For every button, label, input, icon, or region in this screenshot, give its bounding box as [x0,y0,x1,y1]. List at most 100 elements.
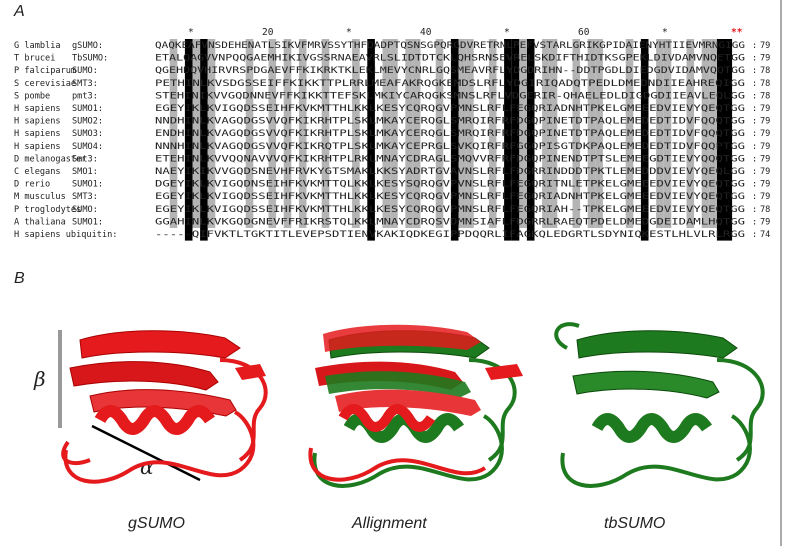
sequence: EGEYIKLKVIGQDSSEIHFKVKMTTHLKKLKESYCQRQGV… [155,104,745,114]
protein-name: SUMO1: [72,104,103,114]
sequence: PETHINLKVSDGSSEIFFKIKKTTPLRRLMEAFAKRQGKE… [155,79,745,89]
gsumo-helix [94,405,215,435]
organism-name: M musculus [14,192,66,202]
conserved-col-grey [207,39,216,228]
conserved-col-grey [701,39,710,228]
protein-name: SUMO4: [72,142,103,152]
colon: : [752,205,757,215]
conserved-col-grey [709,39,717,228]
sequence: NAEYIKIKVVGQDSNEVHFRVKYGTSMAKLKKSYADRTGV… [155,167,745,177]
tbsumo-helix [591,413,712,443]
alignment-row: S pombe pmt3: STEHINIKVVGQDNNEVFFKIKKTTEFS… [14,91,770,101]
colon: : [752,217,757,227]
colon: : [752,142,757,152]
protein-name: SMO1: [72,167,98,177]
colon: : [752,192,757,202]
alignment-row: T brucei TbSUMO: ETALQAGVVNPQQGAEMHIKIVGSS… [14,54,770,64]
colon: : [752,66,757,76]
tbsumo-sheet-top [576,330,738,359]
conserved-col-grey [321,39,330,228]
alignment-row: M musculus SMT3: EGEYIKLKVIGQDSSEIHFKVKMTT… [14,192,770,202]
conserved-col-black [511,39,520,241]
sequence: NNDHINLKVAGQDGSVVQFKIKRHTPLSKLMKAYCERQGL… [155,117,745,127]
colon: : [752,54,757,64]
beta-label: β [33,367,46,391]
alignment-row: H sapiens SUMO2: NNDHINLKVAGQDGSVVQFKIKRHT… [14,117,770,127]
conserved-col-black [526,39,535,241]
protein-name: SMT3: [72,79,98,89]
tbsumo-sheet-mid [572,370,720,399]
conserved-col-grey [382,39,391,228]
organism-name: P falciparum [14,66,76,76]
ruler-star-1: * [188,27,194,38]
tbsumo-loop-3 [716,358,765,462]
protein-name: SUMO: [72,205,98,215]
conserved-col-black [200,39,208,241]
sequence: GGAHINLKVKGQDGNEVFFRIKRSTQLKKLMNAYCDRQSV… [155,217,745,227]
colon: : [752,154,757,164]
conserved-col-grey [572,39,581,228]
ruler-red-stars: ** [731,27,743,38]
sequence: EGEYIKLKVIGQDSSEIHFKVKMTTHLKKLKESYCQRQGV… [155,205,745,215]
conserved-col-grey [390,39,398,228]
sequence-length: 79 [760,142,770,152]
organism-name: G lamblia [14,41,61,51]
conserved-col-black [450,39,459,241]
organism-name: H sapiens [14,142,61,152]
alignment-row: G lamblia gSUMO: QAQKEAFVNSDEHENATLSIKVFMR… [14,41,770,51]
sequence: ENDHINLKVAGQDGSVVQFKIKRHTPLSKLMKAYCERQGL… [155,129,745,139]
alpha-line [91,424,201,482]
alignment-row: A thaliana SUMO1: GGAHINLKVKGQDGNEVFFRIKRS… [14,217,770,227]
organism-name: P troglodytes [14,205,81,215]
conserved-col-black [724,39,733,241]
gsumo-loop-3 [61,440,91,466]
conserved-col-grey [169,39,178,228]
colon: : [752,117,757,127]
organism-name: H sapiens ubiquitin: [14,230,117,240]
gsumo-strand-tail [235,364,266,380]
sequence: ETEHINLKVVQQNAVVVQFKIKRHTPLRKLMNAYCDRAGL… [155,154,745,164]
sequence-length: 74 [760,230,770,240]
conserved-col-grey [625,39,634,228]
conservation-shading [169,39,733,241]
tbsumo-structure [554,322,765,488]
conserved-col-grey [488,39,497,228]
protein-name: TbSUMO: [72,54,108,64]
sequence-length: 79 [760,154,770,164]
conserved-col-grey [663,39,672,228]
conserved-col-black [184,39,193,241]
ruler-star-2: * [346,27,352,38]
alignment-row: H sapiens SUMO1: EGEYIKLKVIGQDSSEIHFKVKMTT… [14,104,770,114]
conserved-col-grey [192,39,201,228]
conserved-col-black [367,39,375,241]
alignment-row: H sapiens SUMO3: ENDHINLKVAGQDGSVVQFKIKRHT… [14,129,770,139]
protein-name: Smt3: [72,154,98,164]
colon: : [752,91,757,101]
ruler-20: 20 [262,27,274,38]
align-red-loop [308,447,487,482]
conserved-col-grey [268,39,277,228]
organism-name: H sapiens [14,129,61,139]
alignment-row: D rerio SUMO1: DGEYIKLKVIGQDNSEIHFKVKMTTQL… [14,180,770,190]
panel-a-letter: A [13,3,25,20]
ruler-star-4: * [662,27,668,38]
ruler-40: 40 [420,27,432,38]
sequence-length: 79 [760,129,770,139]
colon: : [752,167,757,177]
colon: : [752,129,757,139]
sequence: QGEHDQVHIRVRSPDGAEVFFKIKRKTKLEKLMEVYCNRL… [155,66,745,76]
alignment-row: C elegans SMO1: NAEYIKIKVVGQDSNEVHFRVKYGTS… [14,167,770,177]
sequence: DGEYIKLKVIGQDNSEIHFKVKMTTQLKKLKESYSQRQGV… [155,180,745,190]
conserved-col-grey [595,39,603,228]
protein-name: SUMO2: [72,117,103,127]
conserved-col-grey [458,39,467,228]
sequence-length: 79 [760,117,770,127]
conserved-col-grey [542,39,550,228]
organism-name: T brucei [14,54,55,64]
conserved-col-grey [587,39,596,228]
organism-name: S cerevisiae [14,79,76,89]
organism-name: A thaliana [14,217,66,227]
organism-name: D melanogaster [14,154,86,164]
